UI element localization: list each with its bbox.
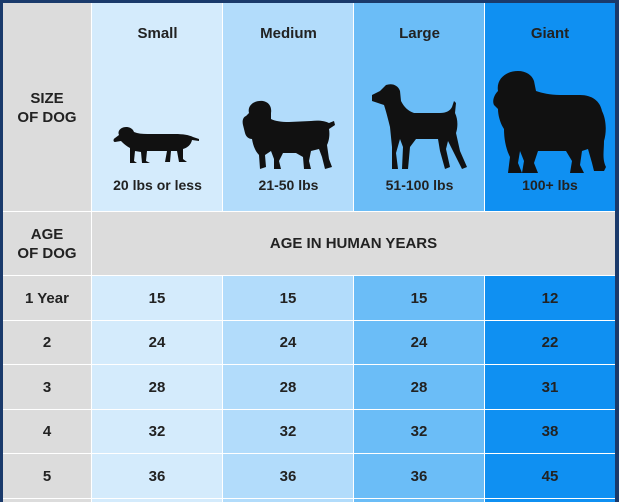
age-label-line-2: OF DOG [17,244,77,262]
age-of-dog-label: AGE OF DOG [3,212,91,275]
age-row-label: 5 [42,467,52,485]
table-cell: 32 [410,423,428,440]
age-row-label: 1 Year [25,289,69,307]
size-header-large: Large 51-100 lbs [354,3,485,211]
table-cell: 24 [279,334,297,351]
divider [91,3,92,502]
table-cell: 36 [279,467,297,485]
divider [3,364,615,365]
divider [3,275,615,276]
divider [3,498,615,499]
table-cell: 32 [279,423,297,440]
table-cell: 36 [148,467,166,485]
size-name: Large [399,25,440,42]
age-in-human-years-band: AGE IN HUMAN YEARS [92,212,615,275]
pointer-icon [354,81,485,173]
table-cell: 15 [148,289,166,307]
size-name: Giant [530,25,570,42]
size-weight: 51-100 lbs [385,177,454,193]
table-cell: 45 [541,467,559,485]
dog-age-table: AGE IN HUMAN YEARS AGE IN HUMAN YEARS SI… [3,3,615,502]
table-cell: 28 [279,378,297,396]
size-label-line-2: OF DOG [17,108,77,126]
newfoundland-icon [485,69,615,175]
size-weight: 21-50 lbs [258,177,319,193]
divider [3,453,615,454]
size-name: Small [137,25,178,42]
dachshund-icon [92,121,223,171]
table-cell: 15 [279,289,297,307]
size-header-small: Small 20 lbs or less [92,3,223,211]
table-cell: 24 [148,334,166,351]
table-cell: 12 [541,289,559,307]
spaniel-icon [223,99,354,171]
table-cell: 31 [541,378,559,396]
table-cell: 28 [410,378,428,396]
age-row-label: 3 [42,378,52,396]
age-row-label: 2 [42,334,52,351]
table-cell: 15 [410,289,428,307]
divider [3,211,615,212]
table-cell: 32 [148,423,166,440]
size-name: Medium [260,25,317,42]
table-cell: 38 [541,423,559,440]
age-label-line-1: AGE [30,225,64,243]
table-cell: 22 [541,334,559,351]
size-label-line-1: SIZE [30,89,64,107]
table-cell: 24 [410,334,428,351]
table-cell: 36 [410,467,428,485]
size-weight: 100+ lbs [522,177,578,193]
size-header-medium: Medium 21-50 lbs [223,3,354,211]
age-row-label: 4 [42,423,52,440]
table-cell: 28 [148,378,166,396]
size-of-dog-label: SIZE OF DOG [3,3,91,212]
divider [3,409,615,410]
label-column [3,3,93,502]
divider [3,320,615,321]
size-weight: 20 lbs or less [113,177,202,193]
size-header-giant: Giant 100+ lbs [485,3,615,211]
